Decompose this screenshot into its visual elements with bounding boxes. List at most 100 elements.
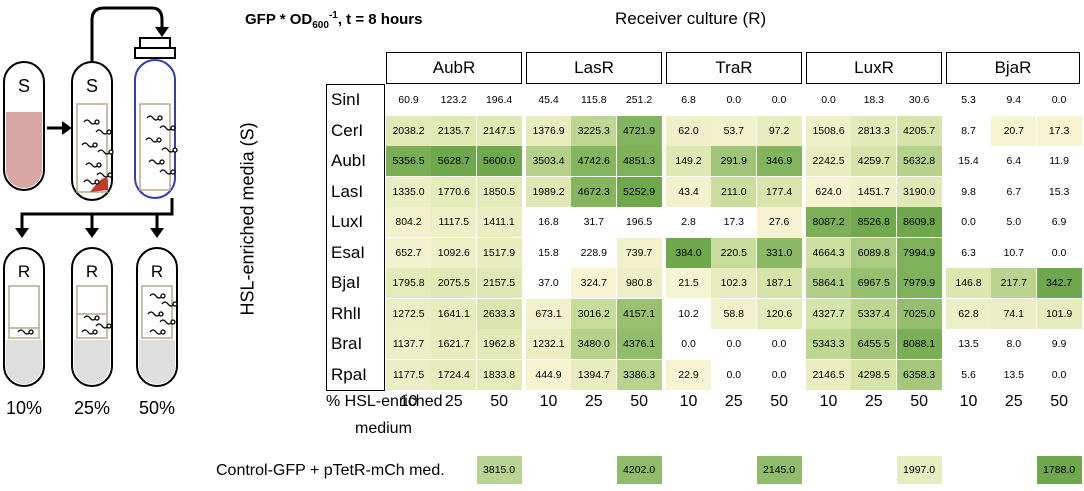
heatmap-cell: 1177.5 (386, 359, 431, 390)
receiver-title: Receiver culture (R) (615, 9, 767, 28)
heatmap-cell: 0.0 (961, 216, 976, 228)
heatmap-cell: 4376.1 (616, 329, 662, 359)
heatmap-cell: 22.9 (666, 359, 711, 390)
bacterium-icon (83, 119, 97, 125)
heatmap-cell: 53.7 (711, 115, 757, 146)
bacterium-head-icon (96, 162, 102, 168)
bacterium-head-icon (160, 329, 166, 335)
heatmap-cell: 1232.1 (526, 329, 571, 359)
heatmap-cell: 8087.2 (806, 207, 851, 237)
bacterium-head-icon (157, 115, 163, 121)
pct-label-medium: medium (355, 420, 412, 437)
heatmap-cell: 9.4 (1006, 94, 1022, 106)
heatmap-cell: 4851.3 (616, 146, 662, 176)
percent-label: 25 (584, 393, 603, 410)
bacterium-head-icon (106, 323, 112, 329)
heatmap-cell: 2.8 (681, 216, 696, 228)
heatmap-cell: 2146.5 (806, 359, 851, 390)
heatmap-cell: 0.0 (726, 368, 742, 381)
heatmap-cell: 15.3 (1048, 185, 1070, 198)
bacterium-head-icon (28, 329, 34, 335)
bacterium-icon (95, 323, 109, 329)
percent-label: 25 (1004, 393, 1023, 410)
heatmap-cell: 739.7 (616, 237, 662, 268)
culture-schematic (3, 6, 178, 387)
heatmap-cell: 4721.9 (616, 115, 662, 146)
bacterium-head-icon (94, 315, 100, 321)
bacterium-icon (147, 311, 161, 317)
heatmap-cell: 1335.0 (386, 176, 431, 207)
receiver-tube-25 (71, 247, 113, 387)
media-label: SinI (331, 90, 361, 109)
heatmap-cell: 1272.5 (386, 298, 431, 329)
heatmap-cell: 1962.8 (476, 329, 522, 359)
percent-label: 25 (724, 393, 743, 410)
bacterium-icon (149, 329, 163, 335)
heatmap-cell: 0.0 (821, 94, 836, 106)
heatmap-cell: 1850.5 (476, 176, 522, 207)
media-label: BraI (331, 334, 363, 353)
filter-tube (134, 37, 176, 199)
percent-label: 10 (539, 393, 558, 410)
heatmap-cell: 9.9 (1051, 338, 1067, 350)
heatmap-cell: 4157.1 (616, 298, 662, 329)
heatmap-cell: 37.0 (538, 277, 559, 289)
heatmap-cell: 2075.5 (431, 268, 477, 298)
heatmap-cell: 62.8 (946, 298, 991, 329)
heatmap-cell: 1833.8 (476, 359, 522, 390)
heatmap-cell: 0.0 (1051, 368, 1067, 381)
heatmap-cell: 13.5 (1003, 368, 1025, 381)
heatmap-cell: 7994.9 (896, 237, 942, 268)
heatmap-cell: 2242.5 (806, 146, 851, 176)
heatmap-cell: 217.7 (991, 268, 1037, 298)
percent-label: 50 (910, 393, 928, 410)
bacterium-head-icon (159, 159, 165, 165)
heatmap-cell: 1411.1 (476, 207, 522, 237)
bacterium-icon (83, 315, 97, 321)
heatmap-cell: 4672.3 (571, 176, 617, 207)
heatmap-cell: 15.4 (958, 155, 979, 167)
heatmap-cell: 346.9 (756, 146, 802, 176)
bacterium-icon (85, 162, 99, 168)
bacterium-head-icon (106, 129, 112, 135)
media-label-box: SinI CerI AubI LasI LuxI EsaI BjaI RhlI BraI RpaI (326, 84, 385, 391)
bacterium-head-icon (156, 137, 162, 143)
heatmap-cell: 1770.6 (431, 176, 477, 207)
heatmap-cell: 101.9 (1036, 298, 1082, 329)
heatmap-cell: 4298.5 (851, 359, 897, 390)
heatmap-cell: 1092.6 (431, 237, 477, 268)
heatmap-cell: 1517.9 (476, 237, 522, 268)
tube-label-s2: S (85, 76, 98, 96)
percent-label: 10 (679, 393, 698, 410)
bacterium-head-icon (92, 142, 98, 148)
bacterium-icon (161, 301, 175, 307)
heatmap-cell: 10.2 (678, 307, 699, 320)
heatmap-cell: 0.0 (726, 338, 742, 350)
receiver-tube-10 (3, 247, 45, 387)
control-cell: 2145.0 (756, 456, 802, 484)
bacterium-icon (96, 172, 110, 178)
heatmap-cell: 5.3 (961, 94, 976, 106)
bacterium-icon (81, 142, 95, 148)
bacterium-icon (149, 293, 163, 299)
heatmap-cell: 5343.3 (806, 329, 851, 359)
heatmap-cell: 5600.0 (476, 146, 522, 176)
heatmap-cell: 120.6 (756, 298, 802, 329)
y-axis-label: HSL-enriched media (S) (237, 122, 258, 316)
heatmap-cell: 3480.0 (571, 329, 617, 359)
heatmap-cell: 5252.9 (616, 176, 662, 207)
heatmap-cell: 74.1 (991, 298, 1037, 329)
heatmap-cell: 673.1 (526, 298, 571, 329)
heatmap-cell: 60.9 (398, 94, 419, 106)
heatmap-cell: 5.6 (961, 368, 976, 381)
heatmap-cell: 211.0 (711, 176, 757, 207)
heatmap-cell: 20.7 (991, 115, 1037, 146)
bacterium-icon (148, 159, 162, 165)
bacterium-head-icon (172, 147, 178, 153)
heatmap-cell: 4742.6 (571, 146, 617, 176)
heatmap-cell: 6455.5 (851, 329, 897, 359)
bacterium-icon (159, 319, 173, 325)
pct-label: % HSL-enriched (326, 393, 443, 410)
media-label: RhlI (331, 303, 362, 323)
heatmap-cell: 980.8 (616, 268, 662, 298)
